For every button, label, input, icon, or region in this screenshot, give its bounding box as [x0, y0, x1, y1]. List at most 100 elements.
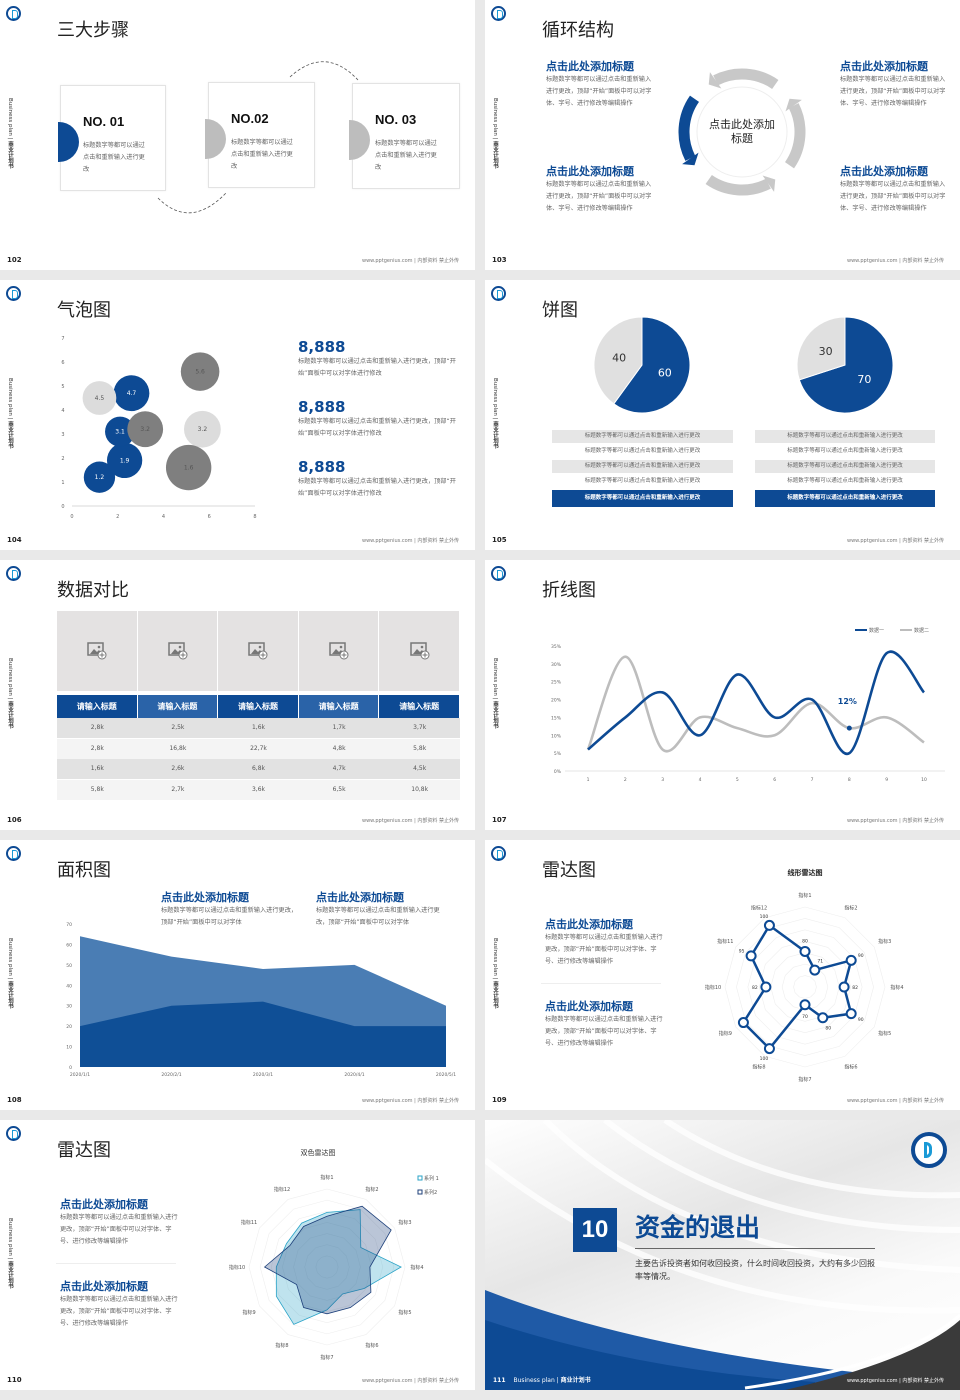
logo-icon: [491, 846, 506, 861]
axis-label: 指标10: [229, 1264, 245, 1271]
side-label-en: Business plan: [492, 658, 498, 696]
block-text: 标题数字等都可以通过点击和重新输入进行更改，顶部“开始”面板中可以对字体、字号、…: [546, 181, 652, 212]
stat-block-3: 8,888 标题数字等都可以通过点击和重新输入进行更改，顶部“开始”面板中可以对…: [298, 458, 458, 500]
slide-102[interactable]: 三大步骤 NO. 01 标题数字等都可以通过点击和重新输入进行更改 NO.02 …: [0, 0, 475, 270]
page-number: 102: [7, 256, 22, 264]
block-heading: 点击此处添加标题: [545, 918, 633, 931]
y-tick-label: 35%: [551, 644, 562, 650]
x-tick-label: 5: [736, 777, 739, 783]
y-tick-label: 10%: [551, 733, 562, 739]
line-chart: 0% 5% 10% 15% 20% 25% 30% 35% 1 2 3 4 5 6 7 8 9 10 12% 数据一 数…: [551, 627, 945, 783]
y-tick-label: 7: [61, 336, 64, 342]
table-cell: 2,6k: [137, 759, 219, 779]
column-header: 请输入标题: [218, 695, 298, 718]
logo-icon: [491, 566, 506, 581]
axis-label: 指标8: [275, 1342, 288, 1349]
step-card-1[interactable]: NO. 01 标题数字等都可以通过点击和重新输入进行更改: [58, 85, 166, 191]
axis-label: 指标6: [365, 1342, 378, 1349]
radar-marker: [737, 1017, 749, 1029]
logo-icon: [6, 286, 21, 301]
axis-label: 指标12: [751, 904, 767, 911]
arrowhead-icon: [708, 72, 722, 89]
axis-label: 指标4: [890, 984, 903, 991]
block-text: 标题数字等都可以通过点击和重新输入进行更改，顶部“开始”面板中可以对字体、字号、…: [60, 1214, 178, 1245]
step-number: NO.02: [231, 111, 269, 126]
image-placeholder[interactable]: [379, 611, 459, 691]
arrowhead-icon: [682, 152, 699, 166]
section-description: 主要告诉投资者如何收回投资，什么时间收回投资，大约有多少回报率等情况。: [635, 1259, 875, 1281]
x-tick-label: 2020/3/1: [253, 1072, 273, 1078]
slide-103[interactable]: 循环结构 点击此处添加标题 标题数字等都可以通过点击和重新输入进行更改，顶部“开…: [485, 0, 960, 270]
bubble-label: 1.6: [184, 465, 194, 472]
pie-slice: [798, 316, 894, 414]
axis-label: 指标1: [798, 892, 811, 899]
table-cell: 3,7k: [379, 718, 460, 738]
grid-ring: [793, 975, 817, 999]
half-circle-marker: [58, 122, 79, 162]
slide-108[interactable]: 面积图 0 10 20 30 40 50 60 70 2020/1/1 2020/2/1 2020/…: [0, 840, 475, 1110]
slide-104[interactable]: 气泡图 0 1 2 3 4 5 6 7 0 2 4 6 8 1.2 1.9 3.1 4.7 4.5 3.2 3.2 1.…: [0, 280, 475, 550]
slide-title: 雷达图: [57, 1140, 111, 1161]
pie-slice: [613, 316, 691, 414]
table-cell: 22,7k: [218, 738, 299, 759]
image-placeholder[interactable]: [218, 611, 298, 691]
table-cell: 4,8k: [298, 738, 380, 759]
label-row: 标题数字等都可以通过点击和重新输入进行更改: [755, 490, 935, 507]
x-tick-label: 2020/2/1: [161, 1072, 181, 1078]
value-label: 71: [817, 959, 823, 965]
slide-106[interactable]: 数据对比 Business plan | 商业计划书 106 www.pptgeni…: [0, 560, 475, 830]
column-header: 请输入标题: [379, 695, 459, 718]
y-tick-label: 4: [61, 408, 64, 414]
footer-text: www.pptgenius.com | 内部资料 禁止外传: [361, 1098, 459, 1104]
y-tick-label: 6: [61, 360, 64, 366]
arrowhead-icon: [762, 175, 776, 192]
label-row: 标题数字等都可以通过点击和重新输入进行更改: [552, 460, 733, 473]
slide-110[interactable]: 雷达图 点击此处添加标题 标题数字等都可以通过点击和重新输入进行更改，顶部“开始…: [0, 1120, 475, 1390]
step-text: 标题数字等都可以通过点击和重新输入进行更改: [83, 142, 145, 173]
step-card-2[interactable]: NO.02 标题数字等都可以通过点击和重新输入进行更改: [205, 82, 315, 188]
stat-value: 8,888: [298, 398, 346, 416]
text-block-1: 点击此处添加标题 标题数字等都可以通过点击和重新输入进行更改，顶部“开始”面板中…: [60, 1196, 182, 1248]
bubble: [127, 411, 164, 448]
bubble-label: 4.5: [95, 395, 105, 402]
background-swooshes: [485, 1120, 960, 1390]
step-card-3[interactable]: NO. 03 标题数字等都可以通过点击和重新输入进行更改: [349, 83, 460, 189]
slide-111-section-cover[interactable]: 10 资金的退出 主要告诉投资者如何收回投资，什么时间收回投资，大约有多少回报率…: [485, 1120, 960, 1390]
block-heading: 点击此处添加标题: [840, 165, 928, 178]
slide-title: 数据对比: [57, 580, 129, 601]
block-heading: 点击此处添加标题: [60, 1280, 148, 1293]
value-label: 80: [802, 938, 808, 944]
label-row: 标题数字等都可以通过点击和重新输入进行更改: [552, 490, 733, 507]
radar-marker: [809, 964, 821, 976]
image-placeholder[interactable]: [298, 611, 379, 691]
slide-107[interactable]: 折线图 0% 5% 10% 15% 20% 25% 30% 35% 1 2 3 4 5 6 7 8 9 10 12%…: [485, 560, 960, 830]
bubble: [83, 461, 116, 493]
image-placeholder[interactable]: [137, 611, 218, 691]
block-heading: 点击此处添加标题: [60, 1198, 148, 1211]
cycle-center-label: 点击此处添加标题: [709, 118, 775, 145]
axis-label: 指标11: [241, 1219, 257, 1226]
grid-ring: [248, 1188, 406, 1346]
grid-ring: [304, 1244, 350, 1290]
axis-label: 指标10: [705, 984, 721, 991]
label-row: 标题数字等都可以通过点击和重新输入进行更改: [552, 445, 733, 458]
y-tick-label: 60: [66, 942, 72, 948]
axis-label: 指标9: [719, 1030, 732, 1037]
add-image-icon: [87, 642, 107, 660]
slide-105[interactable]: 饼图 60 40 70 30 Business plan | 商业计划书 105 www.…: [485, 280, 960, 550]
side-label-cn: 商业计划书: [7, 981, 13, 1009]
side-label-en: Business plan: [7, 658, 13, 696]
image-placeholder[interactable]: [57, 611, 137, 691]
table-cell: 1,7k: [298, 718, 380, 738]
column-header: 请输入标题: [137, 695, 218, 718]
slide-109[interactable]: 雷达图 点击此处添加标题 标题数字等都可以通过点击和重新输入进行更改，顶部“开始…: [485, 840, 960, 1110]
add-image-icon: [329, 642, 349, 660]
page-number: 107: [492, 816, 507, 824]
x-tick-label: 6: [208, 514, 211, 520]
stat-block-2: 8,888 标题数字等都可以通过点击和重新输入进行更改，顶部“开始”面板中可以对…: [298, 398, 458, 440]
pie-label: 60: [658, 366, 672, 379]
grid-ring: [259, 1199, 395, 1335]
block-text: 标题数字等都可以通过点击和重新输入进行更改，顶部“开始”面板中可以对字体、字号、…: [60, 1296, 178, 1327]
x-tick-label: 3: [661, 777, 664, 783]
